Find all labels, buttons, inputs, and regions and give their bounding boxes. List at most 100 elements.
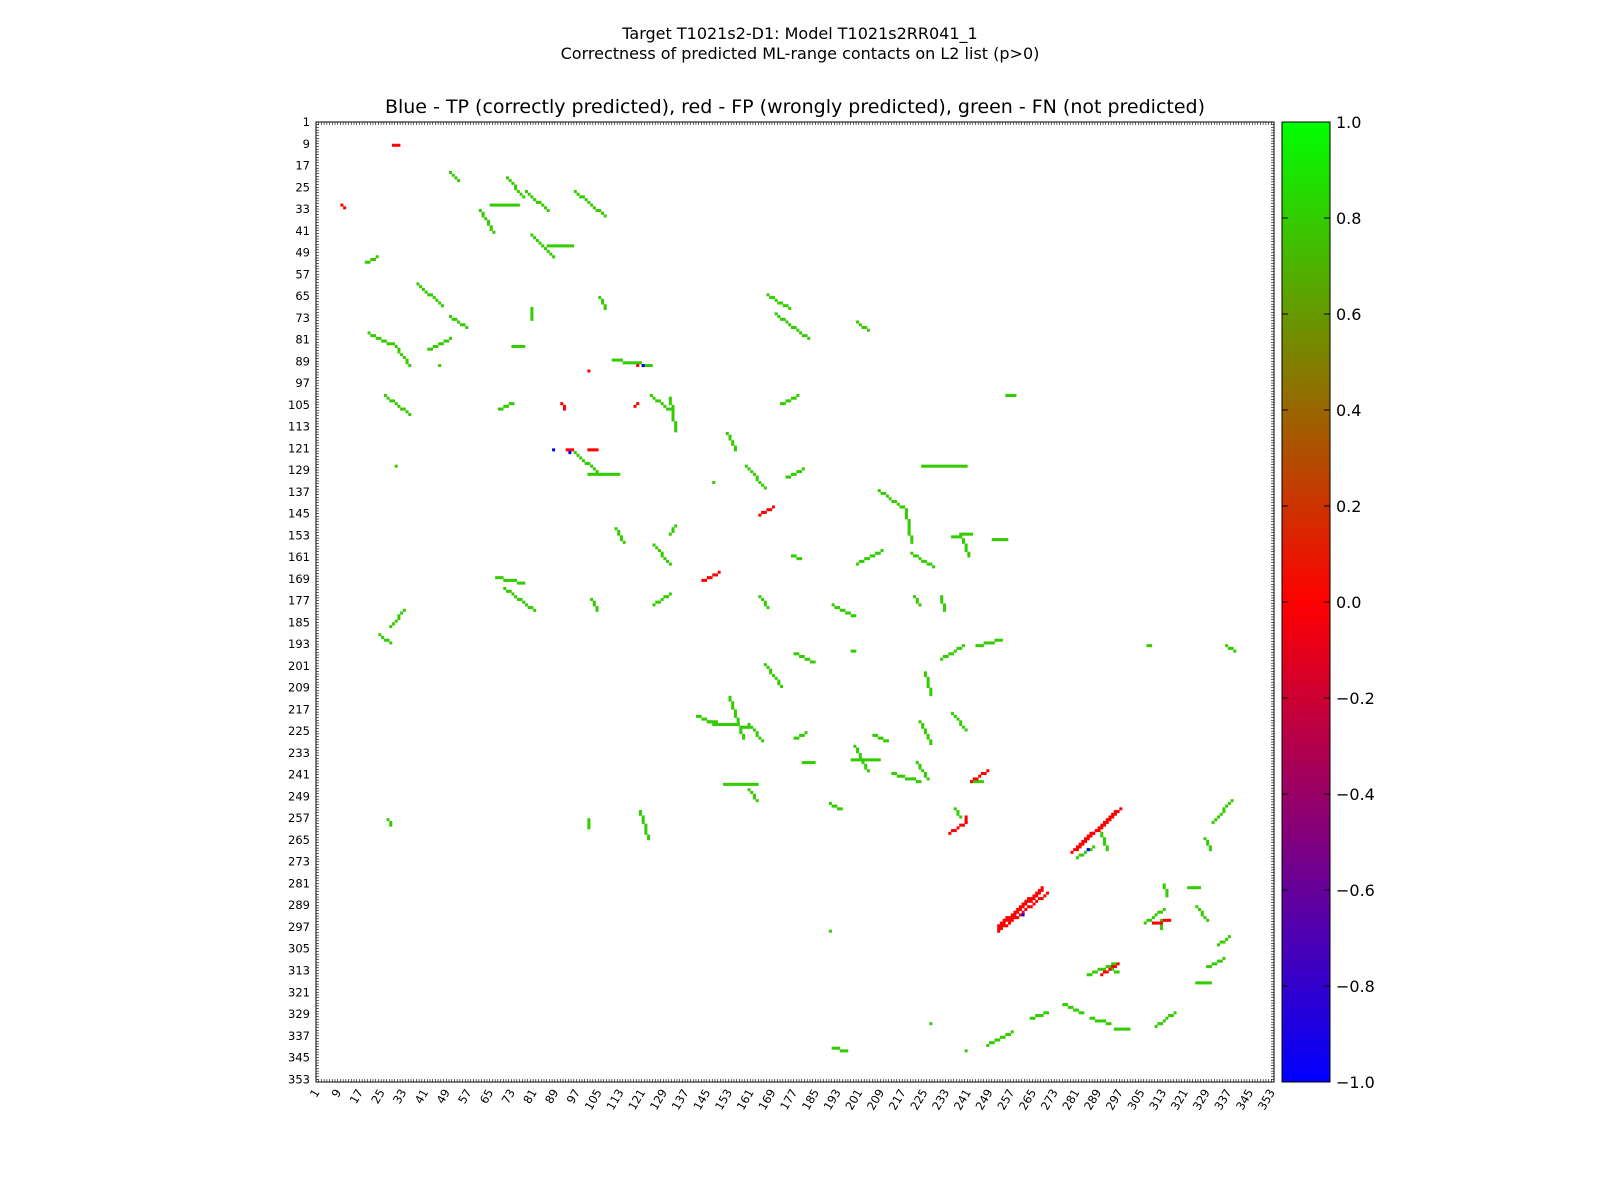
fn-cell [788,323,792,327]
fn-cell [763,603,767,607]
fn-cell [1005,1033,1009,1037]
y-tick-label: 273 [288,855,310,869]
fn-cell [611,358,615,362]
fp-cell [956,826,960,830]
fn-cell [641,818,645,822]
fn-cell [446,339,450,343]
fn-cell [1092,970,1096,974]
fn-cell [508,589,512,593]
y-tick-label: 217 [288,702,310,716]
fn-cell [907,527,911,531]
fn-cell [858,323,862,327]
x-tick-label: 337 [1211,1087,1234,1113]
fp-cell [1089,834,1093,838]
fp-cell [1018,913,1022,917]
fn-cell [750,470,754,474]
fn-cell [956,535,960,539]
fn-cell [394,619,398,623]
fn-cell [666,559,670,563]
fn-cell [451,317,455,321]
fn-cell [951,712,955,716]
fn-cell [508,402,512,406]
fn-cell [929,690,933,694]
fn-cell [733,723,737,727]
fp-cell [1108,815,1112,819]
fn-cell [508,203,512,207]
fn-cell [907,532,911,536]
fn-cell [606,472,610,476]
fn-cell [419,285,423,289]
fn-cell [861,758,865,762]
fn-cell [1162,907,1166,911]
fn-cell [1002,538,1006,542]
fn-cell [1206,918,1210,922]
x-tick-label: 81 [520,1087,539,1107]
fn-cell [397,404,401,408]
fn-cell [866,557,870,561]
fn-cell [918,763,922,767]
fn-cell [1103,837,1107,841]
y-tick-label: 121 [288,441,310,455]
fp-cell [983,771,987,775]
fn-cell [875,758,879,762]
fn-cell [923,728,927,732]
plot-frame [315,121,1275,1083]
fn-cell [951,535,955,539]
fn-cell [799,733,803,737]
fn-cell [706,720,710,724]
fn-cell [932,565,936,569]
fn-cell [1089,848,1093,852]
fn-cell [858,755,862,759]
fn-cell [809,660,813,664]
fn-cell [929,464,933,468]
fn-cell [807,657,811,661]
fp-cell [972,777,976,781]
fn-cell [942,606,946,610]
fn-cell [660,554,664,558]
fn-cell [875,551,879,555]
fn-cell [961,644,965,648]
x-tick-label: 353 [1255,1087,1278,1113]
fn-cell [866,758,870,762]
fn-cell [508,179,512,183]
fn-cell [489,228,493,232]
x-tick-label: 113 [603,1087,626,1113]
fp-cell [1089,831,1093,835]
fp-cell [1027,897,1031,901]
x-tick-label: 185 [799,1087,822,1113]
x-tick-label: 321 [1168,1087,1191,1113]
fn-cell [505,404,509,408]
fn-cell [953,649,957,653]
fn-cell [972,780,976,784]
fn-cell [657,399,661,403]
fn-cell [522,195,526,199]
fn-cell [1105,965,1109,969]
fn-cell [940,657,944,661]
fn-cell [763,486,767,490]
fn-cell [595,472,599,476]
fn-cell [847,611,851,615]
fn-cell [940,600,944,604]
fn-cell [579,195,583,199]
fn-cell [853,614,857,618]
fn-cell [915,761,919,765]
fn-cell [481,214,485,218]
fn-cell [953,464,957,468]
fp-cell [1073,848,1077,852]
minor-ticks [315,121,1275,1083]
fn-cell [856,758,860,762]
fn-cell [541,244,545,248]
fn-cell [883,739,887,743]
fn-cell [530,606,534,610]
x-tick-label: 1 [307,1087,323,1100]
x-tick-label: 97 [564,1087,583,1107]
fn-cell [1065,1003,1069,1007]
fp-cell [1002,924,1006,928]
fn-cell [619,535,623,539]
fn-cell [514,345,518,349]
fn-cell [435,298,439,302]
fn-cell [535,200,539,204]
fp-cell [1035,894,1039,898]
fn-cell [777,315,781,319]
fn-cell [834,804,838,808]
